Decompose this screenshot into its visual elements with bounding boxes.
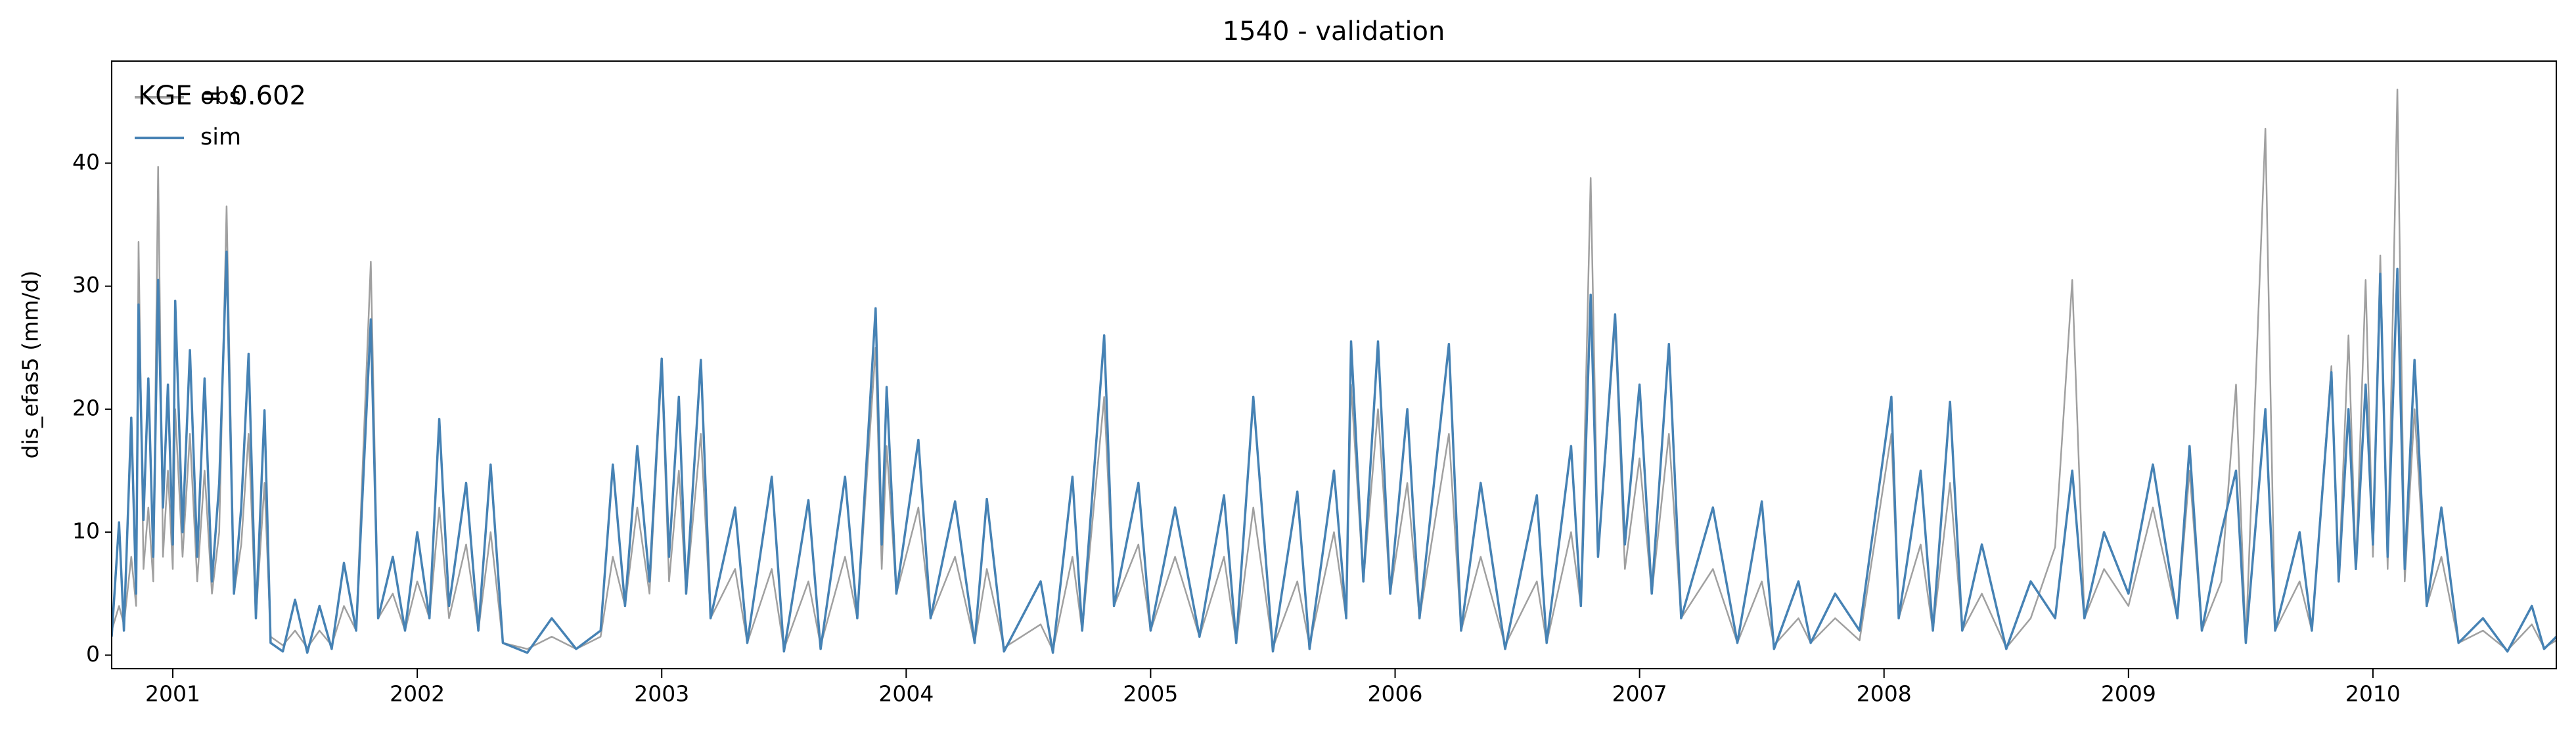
x-tick-label: 2008 <box>1857 681 1912 707</box>
x-tick-label: 2004 <box>878 681 934 707</box>
y-tick-label: 40 <box>72 149 100 175</box>
plot-frame <box>111 60 2557 669</box>
legend-label: sim <box>200 124 241 150</box>
series-line <box>112 88 2556 652</box>
x-tick-label: 2010 <box>2345 681 2401 707</box>
y-tick-label: 0 <box>86 641 100 667</box>
x-tick-label: 2001 <box>145 681 200 707</box>
annotation: KGE = 0.602 <box>138 81 306 111</box>
y-tick-label: 20 <box>72 395 100 420</box>
x-tick-label: 2006 <box>1368 681 1423 707</box>
y-tick-label: 30 <box>72 272 100 298</box>
y-axis-label: dis_efas5 (mm/d) <box>18 271 43 459</box>
x-tick-label: 2007 <box>1612 681 1667 707</box>
x-tick-label: 2005 <box>1123 681 1178 707</box>
series-line <box>112 250 2556 654</box>
x-tick-label: 2003 <box>634 681 689 707</box>
x-tick-label: 2002 <box>390 681 445 707</box>
x-tick-label: 2009 <box>2101 681 2156 707</box>
legend-label: obs <box>200 83 241 110</box>
y-tick-label: 10 <box>72 518 100 544</box>
chart-title: 1540 - validation <box>1223 16 1445 47</box>
